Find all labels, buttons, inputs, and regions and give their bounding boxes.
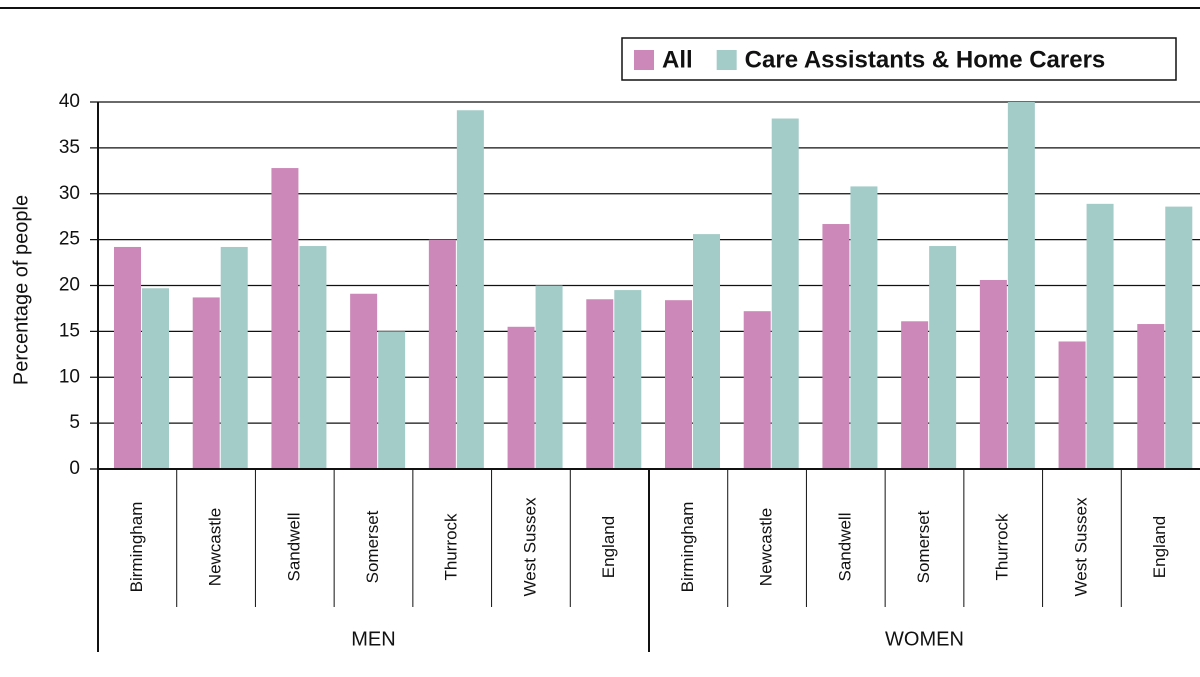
x-tick-label: Birmingham (678, 502, 697, 593)
legend-label: All (662, 46, 693, 73)
bar (665, 300, 692, 469)
bar (535, 285, 563, 469)
x-tick-label: Birmingham (127, 502, 146, 593)
y-tick-label: 0 (69, 458, 80, 479)
legend-swatch (634, 50, 654, 70)
x-tick-label: Thurrock (442, 513, 461, 581)
bar (743, 311, 771, 469)
bar (378, 331, 406, 469)
group-label: WOMEN (885, 628, 964, 650)
bar (1007, 102, 1035, 469)
bar (220, 246, 248, 469)
bar (271, 168, 299, 469)
bar (771, 118, 799, 469)
x-tick-label: Sandwell (835, 513, 854, 582)
y-tick-label: 10 (59, 366, 80, 387)
bar (901, 321, 929, 469)
group-label: MEN (351, 628, 395, 650)
bar (1137, 324, 1165, 469)
y-axis-label: Percentage of people (10, 195, 32, 385)
y-tick-label: 25 (59, 229, 80, 250)
bar (822, 224, 850, 469)
bar (192, 297, 220, 469)
bar (614, 290, 642, 469)
legend-label: Care Assistants & Home Carers (745, 46, 1106, 73)
x-tick-label: Newcastle (757, 508, 776, 586)
bar (929, 246, 957, 469)
x-tick-label: West Sussex (1071, 497, 1090, 596)
x-tick-label: Sandwell (284, 513, 303, 582)
bar (586, 299, 614, 469)
bar (114, 246, 141, 469)
legend: All Care Assistants & Home Carers (621, 37, 1177, 81)
bar (507, 326, 535, 469)
legend-box (621, 37, 1177, 81)
x-tick-label: Thurrock (993, 513, 1012, 581)
bar (693, 234, 720, 469)
bar (428, 239, 456, 469)
legend-swatch (716, 50, 737, 70)
bar (350, 293, 378, 469)
y-tick-label: 30 (59, 183, 80, 204)
y-tick-label: 20 (59, 275, 80, 296)
x-tick-label: Somerset (363, 510, 382, 583)
bar (850, 186, 878, 469)
x-tick-label: England (1150, 516, 1169, 578)
bar (299, 246, 327, 469)
bar (979, 279, 1007, 469)
y-tick-label: 15 (59, 320, 80, 341)
x-tick-label: Somerset (914, 510, 933, 583)
y-tick-label: 35 (59, 137, 80, 158)
y-tick-label: 40 (59, 91, 80, 112)
x-tick-label: Newcastle (206, 508, 225, 586)
bar (456, 110, 484, 469)
y-tick-label: 5 (69, 412, 80, 433)
x-tick-label: England (599, 516, 618, 578)
bar (142, 288, 169, 469)
bar (1086, 203, 1114, 469)
bar (1058, 341, 1086, 469)
bar (1165, 206, 1193, 469)
x-tick-label: West Sussex (520, 497, 539, 596)
